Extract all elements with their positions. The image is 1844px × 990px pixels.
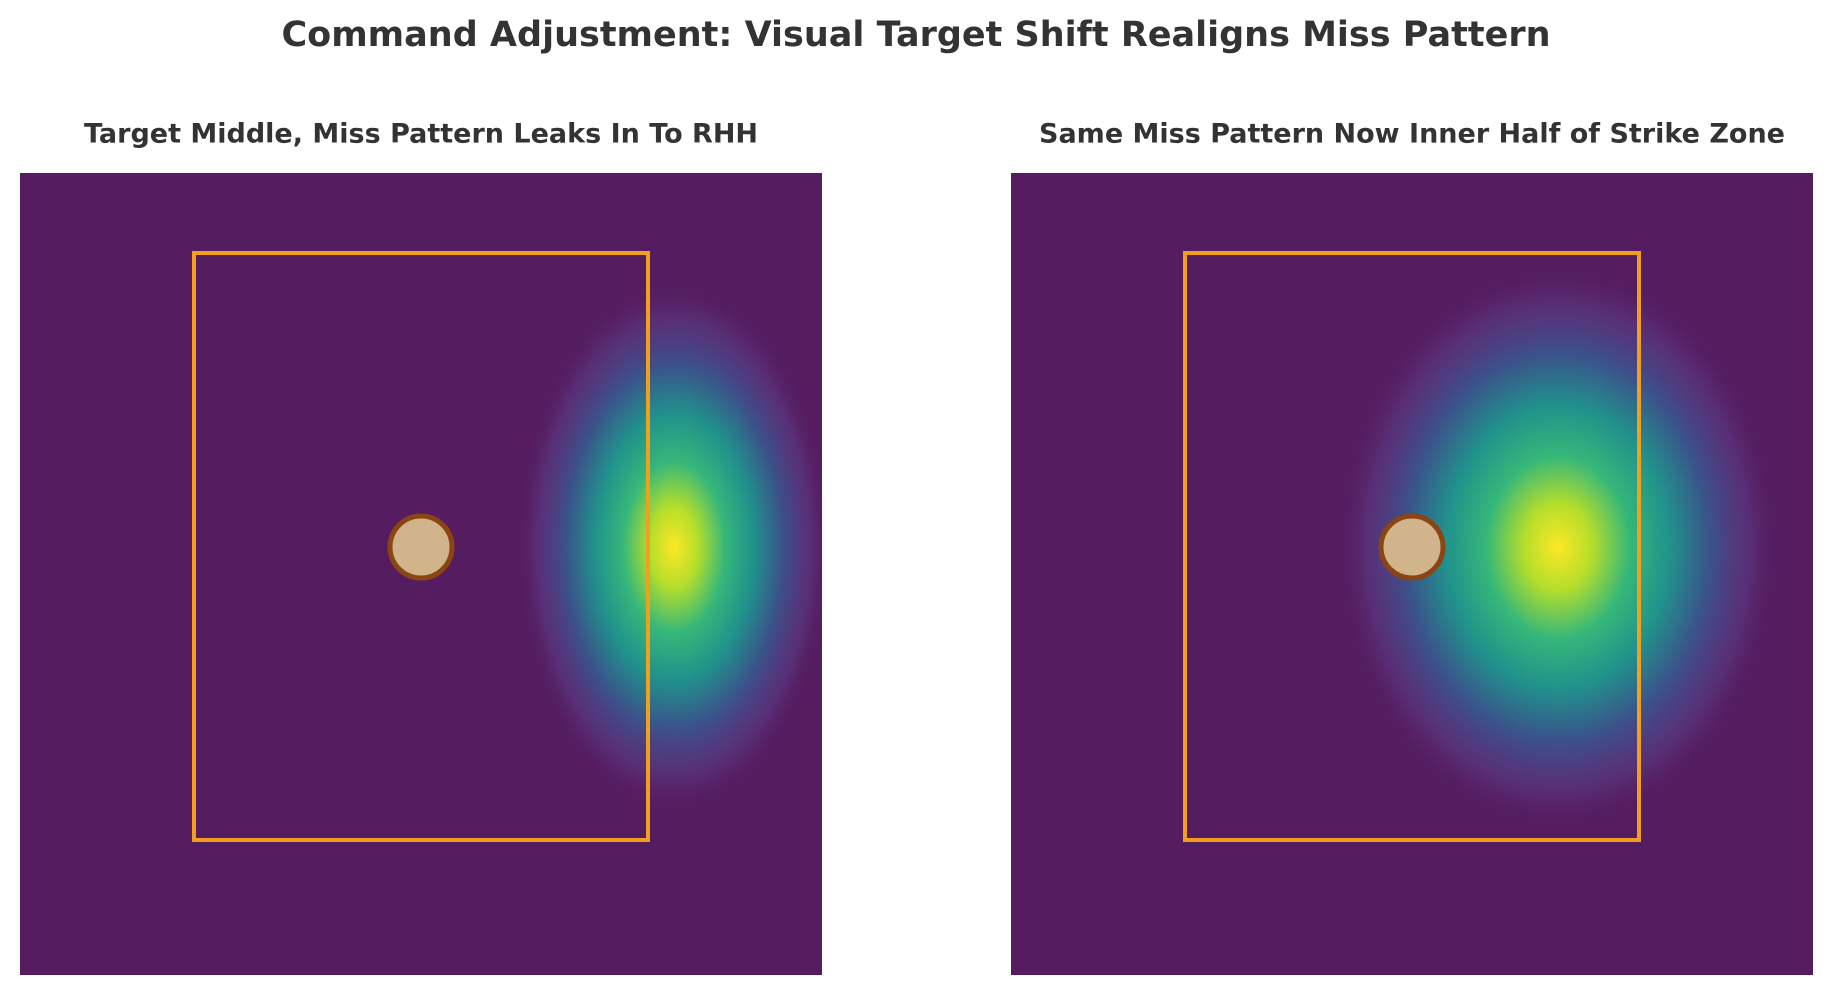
miss-density: [1333, 262, 1783, 832]
panel-title: Same Miss Pattern Now Inner Half of Stri…: [1039, 119, 1785, 150]
target: [1378, 513, 1446, 581]
strike-zone: [1183, 251, 1641, 842]
strike-zone: [192, 251, 650, 842]
panel-title: Target Middle, Miss Pattern Leaks In To …: [84, 119, 758, 150]
figure-title: Command Adjustment: Visual Target Shift …: [281, 15, 1550, 55]
miss-density: [514, 279, 822, 815]
target: [387, 513, 455, 581]
